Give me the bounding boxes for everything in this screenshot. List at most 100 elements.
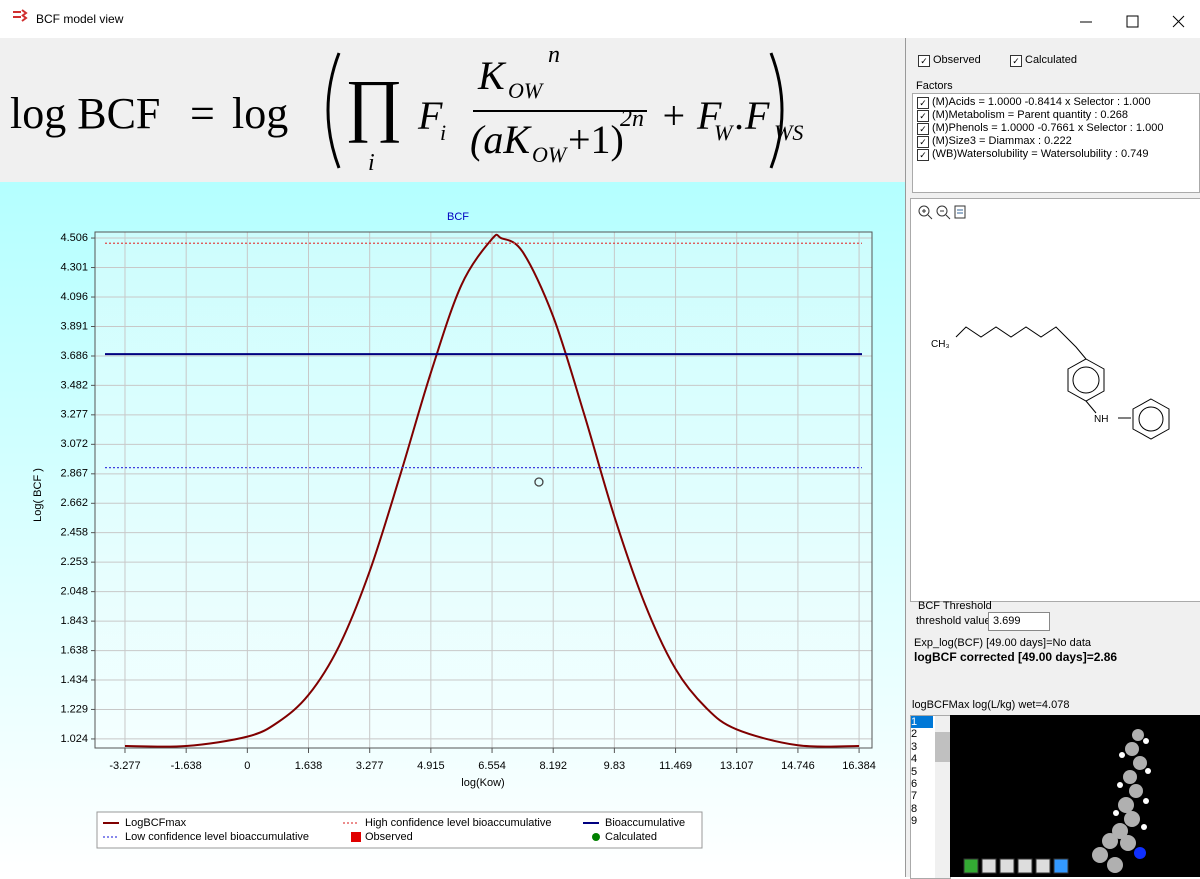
factor-item[interactable]: ✓(M)Metabolism = Parent quantity : 0.268 (917, 109, 1163, 122)
window-controls[interactable] (1060, 10, 1200, 30)
y-tick-label: 1.434 (60, 674, 88, 686)
threshold-input[interactable]: 3.699 (988, 612, 1050, 631)
legend-symbol (592, 833, 600, 841)
threshold-group: BCF Threshold (918, 600, 992, 612)
y-tick-label: 1.638 (60, 645, 88, 657)
formula-den-sup: 2n (620, 106, 644, 133)
y-tick-label: 4.301 (60, 261, 88, 273)
y-tick-label: 1.024 (60, 733, 88, 745)
legend-label: Bioaccumulative (605, 817, 685, 829)
threshold-label: threshold value (916, 615, 991, 627)
x-tick-label: 11.469 (659, 760, 692, 772)
x-axis-label: log(Kow) (461, 777, 504, 789)
x-tick-label: 3.277 (356, 760, 384, 772)
y-tick-label: 3.482 (60, 379, 88, 391)
y-tick-label: 3.072 (60, 438, 88, 450)
y-tick-label: 2.048 (60, 586, 88, 598)
legend-label: High confidence level bioaccumulative (365, 817, 552, 829)
formula-num: K (478, 52, 505, 99)
formula-f: F (418, 92, 442, 139)
formula-num-sub: OW (508, 78, 542, 104)
formula-prod-index: i (368, 150, 375, 177)
formula-den-tail: +1) (568, 116, 624, 163)
x-tick-label: 8.192 (539, 760, 567, 772)
y-tick-label: 3.891 (60, 320, 88, 332)
factors-items: ✓(M)Acids = 1.0000 -0.8414 x Selector : … (917, 96, 1163, 161)
list-item[interactable]: 1 (911, 716, 933, 728)
formula-f-sub: i (440, 120, 446, 146)
chart: BCF log(Kow) Log( BCF ) 1.024 1.229 1.434 1… (0, 182, 905, 877)
factors-list: ✓(M)Acids = 1.0000 -0.8414 x Selector : … (912, 93, 1200, 193)
y-axis-label: Log( BCF ) (32, 468, 44, 522)
formula-log: log (232, 88, 288, 139)
formula-area: log BCF = log ∏ i F i K OW n (aK OW +1) … (0, 38, 905, 182)
y-tick-label: 1.229 (60, 703, 88, 715)
x-tick-label: 0 (244, 760, 250, 772)
calculated-checkbox[interactable]: ✓Calculated (1010, 54, 1077, 67)
x-tick-label: -1.638 (171, 760, 202, 772)
exp-text: Exp_log(BCF) [49.00 days]=No data (914, 637, 1091, 649)
y-tick-label: 2.458 (60, 527, 88, 539)
formula-num-sup: n (548, 42, 560, 69)
y-tick-label: 4.096 (60, 291, 88, 303)
atom-label: CH₃ (931, 339, 950, 350)
conformer-list: 1 2 3 4 5 6 7 8 9 (910, 715, 951, 879)
corrected-text: logBCF corrected [49.00 days]=2.86 (914, 650, 1117, 664)
formula-plus: + F (660, 92, 721, 139)
legend-label: Low confidence level bioaccumulative (125, 831, 309, 843)
checkbox-label: Observed (933, 54, 981, 66)
formula-dot: .F (735, 92, 769, 139)
legend-symbol (351, 832, 361, 842)
factor-text: (M)Phenols = 1.0000 -0.7661 x Selector :… (932, 122, 1163, 134)
factors-label: Factors (916, 80, 953, 92)
side-panel: ✓Observed ✓Calculated Factors ✓(M)Acids … (905, 38, 1200, 877)
app-icon (12, 8, 28, 22)
formula-prod: ∏ (345, 66, 403, 146)
formula-den-sub: OW (532, 142, 566, 168)
structure-toolbar[interactable] (917, 203, 977, 223)
checkbox-label: Calculated (1025, 54, 1077, 66)
formula-lhs: log BCF (10, 88, 160, 139)
factor-text: (M)Size3 = Diammax : 0.222 (932, 135, 1072, 147)
formula-eq: = (190, 88, 215, 139)
legend-label: Observed (365, 831, 413, 843)
x-tick-label: 4.915 (417, 760, 445, 772)
formula-fws-sub: WS (774, 120, 803, 146)
x-tick-label: 14.746 (781, 760, 815, 772)
x-tick-label: 1.638 (295, 760, 323, 772)
y-tick-label: 2.867 (60, 468, 88, 480)
factor-item[interactable]: ✓(M)Size3 = Diammax : 0.222 (917, 135, 1163, 148)
molecule: CH₃ NH (911, 289, 1200, 489)
y-tick-label: 2.253 (60, 556, 88, 568)
observed-checkbox[interactable]: ✓Observed (918, 54, 981, 67)
x-tick-label: 16.384 (842, 760, 876, 772)
x-tick-label: 6.554 (478, 760, 506, 772)
chart-title: BCF (447, 211, 469, 223)
y-tick-label: 3.277 (60, 409, 88, 421)
factor-text: (M)Acids = 1.0000 -0.8414 x Selector : 1… (932, 96, 1151, 108)
formula-fw-sub: W (714, 120, 732, 146)
factor-text: (M)Metabolism = Parent quantity : 0.268 (932, 109, 1128, 121)
y-tick-label: 2.662 (60, 497, 88, 509)
window: BCF model view log BCF = log ∏ i F i K O… (0, 0, 1200, 877)
factor-text: (WB)Watersolubility = Watersolubility : … (932, 148, 1149, 160)
legend-label: LogBCFmax (125, 817, 187, 829)
y-tick-label: 4.506 (60, 232, 88, 244)
title-bar: BCF model view (0, 0, 1200, 38)
y-tick-label: 1.843 (60, 615, 88, 627)
3d-view (950, 715, 1200, 877)
atom-label: NH (1094, 414, 1108, 425)
x-tick-label: 9.83 (604, 760, 625, 772)
max-text: logBCFMax log(L/kg) wet=4.078 (912, 699, 1069, 711)
legend-label: Calculated (605, 831, 657, 843)
factor-item[interactable]: ✓(WB)Watersolubility = Watersolubility :… (917, 148, 1163, 161)
factor-item[interactable]: ✓(M)Phenols = 1.0000 -0.7661 x Selector … (917, 122, 1163, 135)
window-title: BCF model view (36, 12, 123, 26)
structure-view: CH₃ NH (910, 198, 1200, 602)
formula-den: (aK (470, 116, 530, 163)
x-tick-label: 13.107 (720, 760, 754, 772)
plot-area (95, 232, 872, 748)
y-tick-label: 3.686 (60, 350, 88, 362)
scrollbar[interactable] (935, 716, 950, 878)
factor-item[interactable]: ✓(M)Acids = 1.0000 -0.8414 x Selector : … (917, 96, 1163, 109)
